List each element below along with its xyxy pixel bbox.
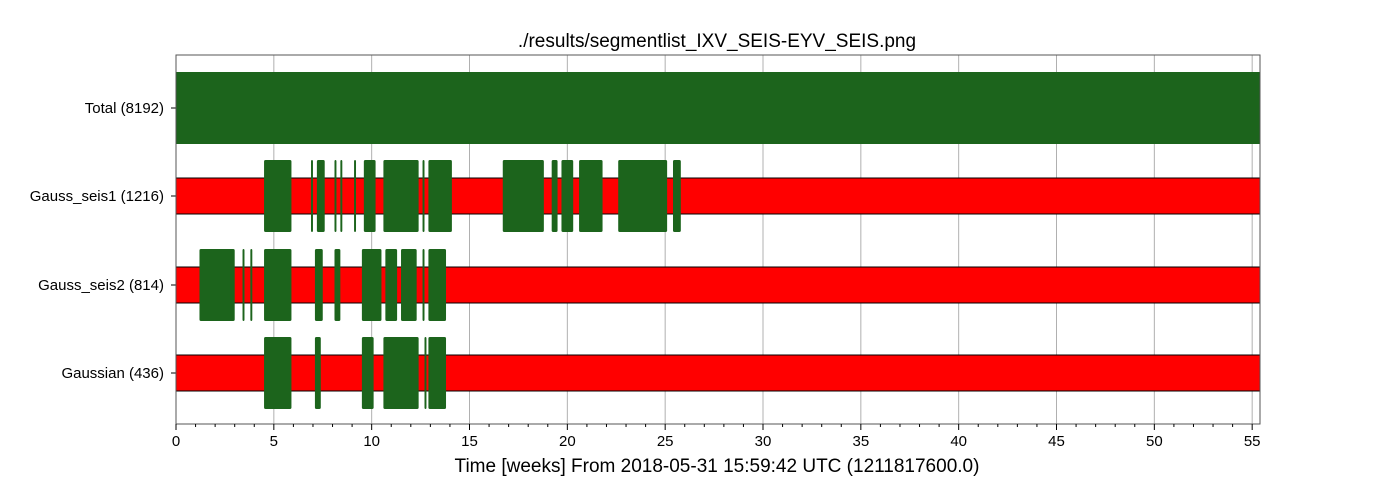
row-label-2: Gauss_seis2 (814) (38, 277, 164, 294)
x-tick-label-5: 25 (657, 433, 674, 450)
row-label-0: Total (8192) (85, 100, 164, 117)
active-segment-2-4 (314, 249, 323, 321)
x-tick-label-9: 45 (1048, 433, 1065, 450)
active-segment-1-7 (383, 160, 419, 232)
plot-frame (175, 54, 1261, 425)
active-segment-1-6 (363, 160, 376, 232)
row-label-3: Gaussian (436) (61, 365, 164, 382)
x-tick-label-11: 55 (1244, 433, 1261, 450)
active-segment-2-6 (361, 249, 382, 321)
active-segment-1-13 (579, 160, 603, 232)
active-segment-3-2 (361, 337, 374, 409)
active-segment-2-1 (242, 249, 245, 321)
active-segment-1-2 (316, 160, 325, 232)
active-segment-1-11 (551, 160, 558, 232)
x-axis-label: Time [weeks] From 2018-05-31 15:59:42 UT… (455, 456, 980, 477)
active-segment-3-5 (428, 337, 447, 409)
active-segment-3-0 (264, 337, 292, 409)
active-segment-1-15 (672, 160, 681, 232)
x-tick-label-6: 30 (755, 433, 772, 450)
x-tick-label-7: 35 (852, 433, 869, 450)
active-segment-3-1 (314, 337, 321, 409)
active-segment-1-9 (428, 160, 452, 232)
x-tick-label-10: 50 (1146, 433, 1163, 450)
known-segment-3-0 (175, 354, 1261, 392)
active-segment-2-0 (199, 249, 235, 321)
x-tick-label-8: 40 (950, 433, 967, 450)
chart-title: ./results/segmentlist_IXV_SEIS-EYV_SEIS.… (518, 31, 916, 52)
active-segment-1-0 (264, 160, 292, 232)
active-segment-3-4 (424, 337, 427, 409)
x-tick-label-4: 20 (559, 433, 576, 450)
active-segment-2-7 (385, 249, 398, 321)
active-segment-1-5 (354, 160, 357, 232)
active-segment-1-8 (422, 160, 425, 232)
active-segment-1-4 (340, 160, 343, 232)
x-tick-label-3: 15 (461, 433, 478, 450)
x-tick-label-2: 10 (363, 433, 380, 450)
active-segment-2-10 (428, 249, 447, 321)
row-label-1: Gauss_seis1 (1216) (30, 188, 164, 205)
active-segment-1-3 (334, 160, 337, 232)
active-segment-2-2 (250, 249, 253, 321)
active-segment-3-3 (383, 337, 419, 409)
active-segment-2-9 (422, 249, 425, 321)
active-segment-1-1 (311, 160, 313, 232)
active-segment-2-3 (264, 249, 292, 321)
x-tick-label-0: 0 (172, 433, 180, 450)
active-segment-1-14 (618, 160, 668, 232)
x-tick-label-1: 5 (270, 433, 278, 450)
known-segment-2-0 (175, 266, 1261, 304)
active-segment-1-10 (502, 160, 544, 232)
active-segment-2-8 (401, 249, 417, 321)
plot-area: Total (8192) Gauss_seis1 (1216) Gauss_seis… (30, 54, 1261, 450)
active-segment-2-5 (334, 249, 341, 321)
known-segment-1-0 (175, 177, 1261, 215)
active-segment-1-12 (561, 160, 574, 232)
active-segment-0-0 (176, 72, 1260, 144)
